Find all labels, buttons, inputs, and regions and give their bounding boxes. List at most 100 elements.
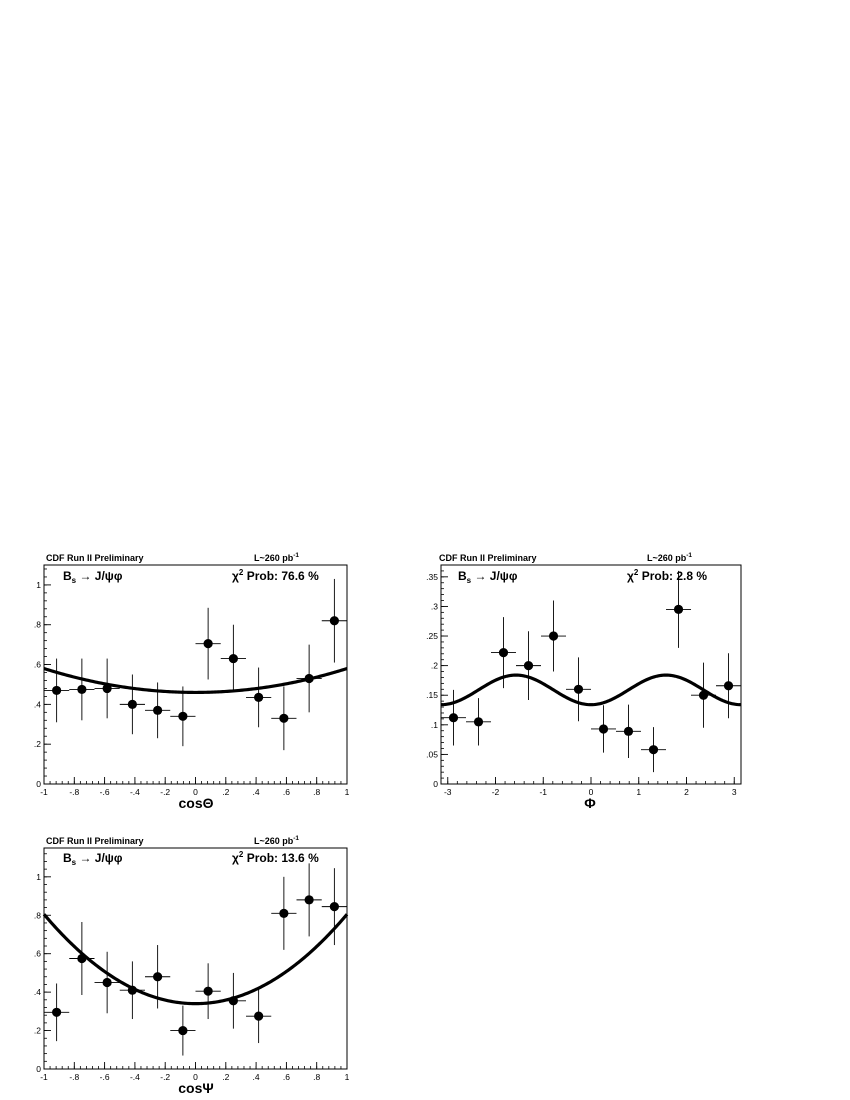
fit-curve [43,667,348,695]
data-point [254,692,264,702]
data-points [44,578,347,751]
x-tick-label: .6 [283,1072,290,1082]
data-point [673,604,684,614]
chi2-probability-label: χ2 Prob: 2.8 % [627,568,707,583]
x-tick-label: -.8 [69,787,79,797]
x-tick-label: -2 [492,787,500,797]
y-tick-label: .2 [34,739,41,749]
x-tick-label: 0 [193,1072,198,1082]
panel-cos-psi: CDF Run II Preliminary L~260 pb-1 Bs → J… [34,835,350,1096]
x-tick-label: .8 [313,1072,320,1082]
chi2-probability-label: χ2 Prob: 13.6 % [232,850,319,865]
data-point [279,908,289,918]
axes-cos-theta: -1 -.8 -.6 -.4 -.2 0 .2 .4 .6 .8 1 0 .2 .4 .6 .8 1 [34,568,350,797]
y-tick-label: .15 [426,690,438,700]
fit-curve [42,913,349,1006]
data-point [178,711,188,721]
chi2-probability-label: χ2 Prob: 76.6 % [232,568,319,583]
panel-header-left: CDF Run II Preliminary [46,836,144,846]
y-tick-label: .8 [34,620,41,630]
data-point [153,705,163,715]
x-axis-label: cosΨ [178,1080,213,1096]
y-tick-label: .35 [426,572,438,582]
data-point [498,648,509,658]
x-tick-label: -.2 [160,1072,170,1082]
x-tick-label: -.2 [160,787,170,797]
x-tick-label: -.8 [69,1072,79,1082]
x-tick-label: -.6 [100,787,110,797]
x-tick-label: 0 [193,787,198,797]
x-tick-label: -1 [40,1072,48,1082]
data-point [473,717,484,727]
data-point [52,685,62,696]
axes-cos-psi: -1 -.8 -.6 -.4 -.2 0 .2 .4 .6 .8 1 0 .2 .4 .6 .8 1 [34,853,350,1082]
data-point [127,699,137,709]
data-point [648,745,659,755]
x-tick-label: .4 [253,1072,260,1082]
decay-label: Bs → J/ψφ [63,569,123,585]
axes-phi: -3 -2 -1 0 1 2 3 0 .05 .1 .15 .2 .25 .3 .35 [426,564,737,797]
plot-frame [43,564,348,785]
x-tick-label: .2 [222,787,229,797]
x-tick-label: -3 [444,787,452,797]
data-point [228,653,238,664]
luminosity-label: L~260 pb-1 [254,835,299,846]
panel-header-left: CDF Run II Preliminary [439,553,537,563]
data-point [254,1011,264,1021]
data-point [102,683,112,694]
data-point [203,639,213,649]
data-point [304,673,314,684]
x-tick-label: .6 [283,787,290,797]
data-point [329,902,339,912]
x-tick-label: 3 [732,787,737,797]
data-point [448,713,459,723]
luminosity-label: L~260 pb-1 [254,552,299,563]
y-tick-label: 0 [36,1064,41,1074]
data-point [127,985,137,995]
data-point [623,726,634,736]
data-point [228,996,238,1006]
x-tick-label: -.4 [130,787,140,797]
x-tick-label: 1 [345,787,350,797]
x-tick-label: 2 [684,787,689,797]
data-points [440,570,742,773]
luminosity-label: L~260 pb-1 [647,552,692,563]
x-tick-label: 0 [589,787,594,797]
x-tick-label: -.6 [100,1072,110,1082]
x-tick-label: -1 [40,787,48,797]
data-point [178,1025,188,1036]
data-point [77,953,87,964]
data-point [52,1007,62,1017]
data-point [598,724,609,734]
x-tick-label: -1 [539,787,547,797]
y-tick-label: .1 [431,720,438,730]
fit-curve [440,673,742,707]
data-point [279,713,289,723]
data-point [203,986,213,996]
panel-header-left: CDF Run II Preliminary [46,553,144,563]
plot-frame [440,564,742,785]
x-axis-label: Φ [584,795,596,811]
x-axis-label: cosΘ [178,795,213,811]
data-point [77,684,87,695]
y-tick-label: .2 [431,661,438,671]
y-tick-label: .4 [34,699,41,709]
x-tick-label: 1 [636,787,641,797]
panel-phi: CDF Run II Preliminary L~260 pb-1 Bs → J… [426,552,742,811]
y-tick-label: .4 [34,987,41,997]
y-tick-label: 0 [433,779,438,789]
y-tick-label: .2 [34,1026,41,1036]
panel-cos-theta: CDF Run II Preliminary L~260 pb-1 Bs → J… [34,552,350,811]
y-tick-label: .25 [426,631,438,641]
data-point [573,684,584,694]
data-point [548,631,559,641]
data-point [153,972,163,982]
decay-label: Bs → J/ψφ [63,851,123,867]
x-tick-label: 1 [345,1072,350,1082]
y-tick-label: 1 [36,580,41,590]
x-tick-label: -.4 [130,1072,140,1082]
y-tick-label: .6 [34,949,41,959]
y-tick-label: .05 [426,749,438,759]
data-point [102,977,112,988]
